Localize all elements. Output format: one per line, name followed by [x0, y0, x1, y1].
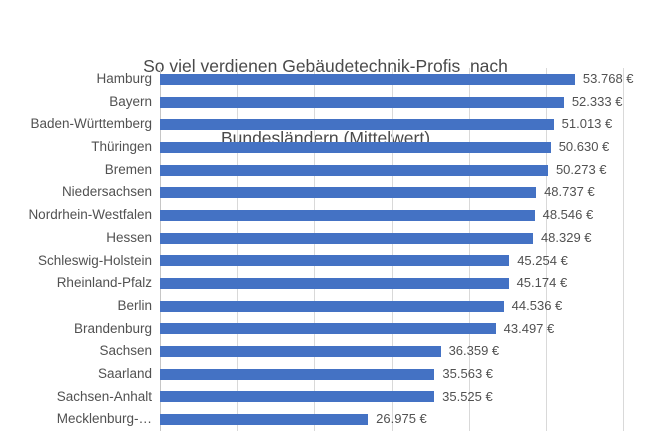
data-label: 45.254 €: [517, 252, 568, 268]
bar: [160, 209, 535, 221]
data-label: 43.497 €: [503, 320, 555, 336]
category-label: Berlin: [117, 297, 152, 313]
category-label: Saarland: [97, 365, 152, 381]
bar: [160, 255, 510, 267]
bar: [160, 96, 564, 108]
plot-area: 53.768 € 52.333 € 51.013 € 50.630 € 50.273 €…: [160, 68, 634, 431]
bar: [160, 119, 554, 131]
category-label: Hamburg: [96, 71, 152, 86]
data-label: 36.359 €: [448, 343, 500, 359]
data-label: 26.975 €: [376, 411, 427, 427]
gridline: [623, 68, 624, 431]
category-label: Schleswig-Holstein: [37, 252, 152, 268]
data-label: 51.013 €: [561, 116, 613, 132]
bar: [160, 232, 533, 244]
gridline: [314, 68, 316, 431]
data-label: 48.329 €: [540, 229, 592, 245]
data-label: 44.536 €: [511, 297, 563, 313]
category-label: Mecklenburg-…: [56, 411, 152, 427]
bar: [160, 391, 435, 403]
category-label: Brandenburg: [73, 320, 152, 336]
bar: [160, 73, 575, 85]
category-label: Sachsen-Anhalt: [56, 388, 152, 404]
bar: [160, 187, 537, 199]
chart-title-line1: So viel verdienen Gebäudetechnik-Profis …: [143, 56, 508, 76]
category-label: Bayern: [109, 93, 152, 109]
category-label: Niedersachsen: [61, 184, 152, 200]
data-label: 50.630 €: [558, 139, 610, 155]
bar: [160, 346, 441, 358]
gridline: [237, 68, 239, 431]
gridline: [545, 68, 547, 431]
data-label: 35.525 €: [442, 388, 493, 404]
data-label: 35.563 €: [442, 365, 494, 381]
gridline: [468, 68, 470, 431]
bar: [160, 414, 369, 426]
data-label: 48.546 €: [542, 207, 594, 223]
category-label: Hessen: [106, 229, 152, 245]
data-label: 53.768 €: [582, 71, 634, 86]
bar: [160, 368, 435, 380]
data-label: 45.174 €: [516, 275, 568, 291]
category-label: Sachsen: [99, 343, 152, 359]
bar: [160, 164, 548, 176]
bar: [160, 300, 504, 312]
category-label: Thüringen: [91, 139, 152, 155]
value-axis-line: [160, 68, 161, 431]
category-label: Rheinland-Pfalz: [56, 275, 152, 291]
category-axis-labels: Hamburg Bayern Baden-Württemberg Thüringen B…: [0, 68, 152, 431]
bar: [160, 323, 496, 335]
gridline: [391, 68, 393, 431]
category-label: Baden-Württemberg: [30, 116, 152, 132]
bar: [160, 278, 509, 290]
data-label: 48.737 €: [544, 184, 595, 200]
data-label: 50.273 €: [555, 161, 607, 177]
bar: [160, 141, 551, 153]
category-label: Bremen: [104, 161, 152, 177]
data-label: 52.333 €: [571, 93, 623, 109]
category-label: Nordrhein-Westfalen: [28, 207, 152, 223]
